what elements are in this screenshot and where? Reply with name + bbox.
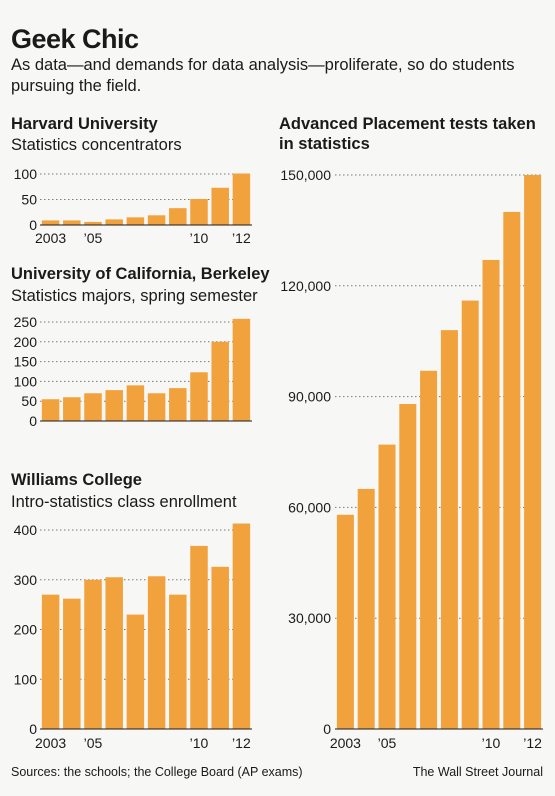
harvard-bar [190,198,208,225]
harvard-x-tick-label: ’05 [84,230,103,246]
berkeley-bar [126,385,145,421]
harvard-chart-title: Harvard University [11,115,158,133]
williams-x-tick-label: ’05 [84,735,103,751]
williams-chart: 0 100 200 300 400 2003 ’05 ’10 ’12 [14,522,252,751]
ap-bar [524,175,542,729]
berkeley-bar [232,318,251,421]
berkeley-bar [147,393,166,421]
ap-x-tick-label: ’12 [523,735,542,751]
harvard-y-tick-label: 0 [29,217,37,233]
ap-y-tick-label: 30,000 [288,610,331,626]
ap-bar [357,488,375,729]
ap-y-tick-label: 0 [323,721,331,737]
harvard-bar [147,215,166,225]
williams-bar [169,594,187,729]
williams-y-tick-label: 100 [14,671,38,687]
williams-bar [147,576,166,729]
williams-bar [41,594,60,729]
sources-note: Sources: the schools; the College Board … [11,765,303,779]
williams-y-tick-label: 0 [29,721,37,737]
ap-chart-title: Advanced Placement tests taken in statis… [279,115,536,153]
berkeley-bar [84,393,102,421]
ap-bar [399,403,417,729]
harvard-chart-subtitle: Statistics concentrators [11,136,182,154]
ap-bar [461,300,479,729]
ap-x-tick-label: ’05 [378,735,397,751]
berkeley-bar [169,388,187,421]
berkeley-chart-subtitle: Statistics majors, spring semester [11,287,258,305]
williams-y-tick-label: 200 [14,622,38,638]
williams-bar [211,566,229,729]
williams-x-tick-label: 2003 [35,735,66,751]
williams-bar [190,545,208,729]
williams-bar [105,577,123,729]
berkeley-y-tick-label: 200 [14,334,38,350]
harvard-chart: 0 50 100 2003 ’05 ’10 ’12 [14,166,252,246]
berkeley-bar [211,341,229,421]
ap-x-tick-label: ’10 [482,735,501,751]
ap-bar [440,330,458,729]
ap-bar [503,211,521,729]
harvard-bar [232,173,251,225]
ap-bar [420,370,438,729]
williams-bar [126,614,145,729]
berkeley-bar [190,372,208,421]
harvard-bar [63,220,81,225]
harvard-bar [41,220,60,225]
williams-bar [63,598,81,729]
harvard-x-tick-label: ’10 [190,230,209,246]
harvard-bar [84,221,102,225]
ap-bar [482,259,500,729]
ap-chart: 0 30,000 60,000 90,000 120,000 150,000 2003 ’05… [280,167,543,751]
williams-chart-title: Williams College [11,471,142,489]
page-title: Geek Chic [11,24,139,54]
publisher-credit: The Wall Street Journal [412,765,543,779]
berkeley-y-tick-label: 250 [14,314,38,330]
berkeley-y-tick-label: 50 [21,393,37,409]
berkeley-bar [63,397,81,421]
ap-bar [336,514,354,729]
ap-x-tick-label: 2003 [330,735,361,751]
williams-bar [232,523,251,729]
berkeley-bar [41,399,60,421]
ap-y-tick-label: 150,000 [280,167,331,183]
williams-x-tick-label: ’12 [232,735,251,751]
ap-y-tick-label: 60,000 [288,499,331,515]
harvard-bar [126,217,145,225]
harvard-bar [169,208,187,225]
berkeley-bar [105,390,123,421]
harvard-x-tick-label: ’12 [232,230,251,246]
harvard-bar [105,219,123,225]
berkeley-chart: 0 50 100 150 200 250 [14,314,252,429]
williams-y-tick-label: 400 [14,522,38,538]
berkeley-y-tick-label: 100 [14,373,38,389]
harvard-y-tick-label: 100 [14,166,38,182]
williams-chart-subtitle: Intro-statistics class enrollment [11,493,237,511]
berkeley-y-tick-label: 0 [29,413,37,429]
berkeley-y-tick-label: 150 [14,354,38,370]
ap-y-tick-label: 90,000 [288,389,331,405]
harvard-x-tick-label: 2003 [35,230,66,246]
williams-x-tick-label: ’10 [190,735,209,751]
berkeley-chart-title: University of California, Berkeley [11,265,270,283]
harvard-y-tick-label: 50 [21,192,37,208]
page-subtitle: As data—and demands for data analysis—pr… [11,56,515,95]
williams-y-tick-label: 300 [14,572,38,588]
ap-bar [378,444,396,729]
ap-y-tick-label: 120,000 [280,278,331,294]
harvard-bar [211,187,229,225]
williams-bar [84,579,102,729]
